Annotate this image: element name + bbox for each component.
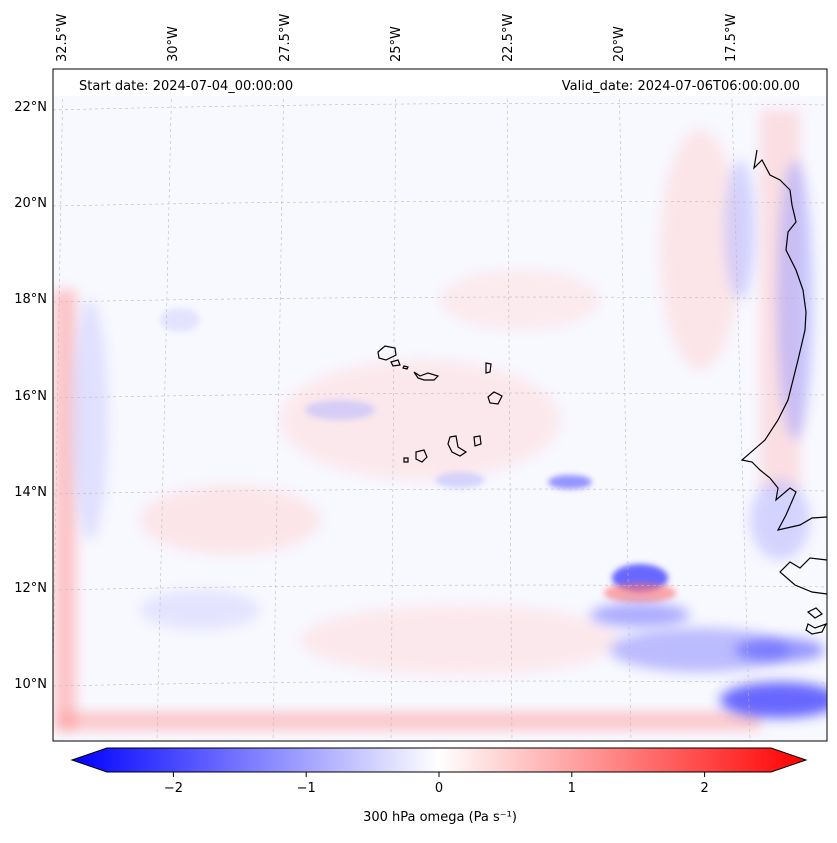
gridline-lat	[53, 584, 827, 591]
africa-coastline	[740, 149, 827, 531]
gridline-lon	[390, 69, 397, 741]
gridline-lon	[506, 69, 513, 741]
omega-positive-patch	[660, 130, 740, 370]
omega-positive-west-band	[54, 290, 76, 730]
latitude-labels: 22°N 20°N 18°N 16°N 14°N 12°N 10°N	[14, 100, 47, 692]
colorbar-tick-label: 2	[700, 781, 708, 796]
coastlines	[377, 149, 827, 635]
gridline-lon	[156, 69, 173, 741]
omega-positive-core	[604, 583, 676, 603]
gridline-lat	[53, 488, 827, 495]
gridline-lat	[53, 680, 827, 687]
gridline-lat	[53, 296, 827, 303]
gridline-lon	[730, 69, 751, 741]
start-date-label: Start date: 2024-07-04_00:00:00	[79, 79, 293, 94]
omega-negative-patch	[590, 603, 690, 627]
omega-negative-patch	[435, 472, 485, 488]
lat-label: 10°N	[14, 677, 47, 692]
map-gridlines	[53, 69, 827, 741]
lat-label: 14°N	[14, 485, 47, 500]
omega-negative-patch	[777, 160, 813, 440]
lon-label: 30°W	[166, 26, 181, 62]
omega-positive-south-band	[60, 712, 760, 730]
island-cluster-coast	[805, 607, 827, 635]
header-strip	[53, 69, 827, 96]
cabo-verde-santo-antao	[377, 345, 397, 361]
lat-label: 16°N	[14, 389, 47, 404]
lon-label: 25°W	[389, 26, 404, 62]
colorbar: −2 −1 0 1 2 300 hPa omega (Pa s⁻¹)	[70, 747, 808, 825]
gridline-lon	[618, 69, 632, 741]
gridline-lat	[53, 392, 827, 399]
colorbar-label: 300 hPa omega (Pa s⁻¹)	[363, 810, 517, 825]
omega-negative-patch	[548, 475, 592, 489]
valid-date-label: Valid_date: 2024-07-06T06:00:00.00	[562, 79, 800, 94]
cabo-verde-boa-vista	[487, 391, 503, 405]
lon-label: 22.5°W	[501, 14, 516, 62]
omega-negative-patch	[735, 638, 825, 662]
cabo-verde-santiago	[447, 435, 468, 457]
omega-negative-patch	[140, 590, 260, 630]
cabo-verde-sao-vicente	[390, 359, 401, 367]
longitude-labels: 32.5°W 30°W 27.5°W 25°W 22.5°W 20°W 17.5…	[55, 14, 739, 62]
cabo-verde-maio	[473, 435, 482, 447]
colorbar-tick-label: −2	[164, 781, 183, 796]
omega-negative-patch	[160, 308, 200, 332]
omega-positive-patch	[300, 605, 620, 675]
lat-label: 18°N	[14, 292, 47, 307]
omega-positive-patch	[440, 270, 600, 330]
cabo-verde-brava	[403, 457, 409, 463]
gridline-lat	[53, 103, 827, 111]
omega-negative-patch	[750, 480, 810, 560]
cabo-verde-sao-nicolau	[413, 371, 440, 381]
lon-label: 17.5°W	[724, 14, 739, 62]
cabo-verde-sal	[485, 362, 492, 374]
colorbar-tick-label: −1	[297, 781, 316, 796]
gridline-lon	[272, 69, 285, 741]
africa-coastline-south	[779, 557, 827, 595]
colorbar-tick-label: 1	[568, 781, 576, 796]
omega-negative-patch	[610, 628, 790, 672]
colorbar-tick-label: 0	[435, 781, 443, 796]
gridline-lon	[53, 69, 64, 699]
omega-positive-patch	[280, 360, 560, 480]
map-area	[53, 69, 827, 741]
lat-label: 20°N	[14, 196, 47, 211]
lon-label: 27.5°W	[278, 14, 293, 62]
cabo-verde-fogo	[415, 449, 428, 463]
lat-label: 12°N	[14, 581, 47, 596]
omega-negative-patch	[720, 682, 827, 718]
gridline-lat	[53, 200, 827, 207]
lon-label: 20°W	[612, 26, 627, 62]
omega-positive-patch	[140, 485, 320, 555]
omega-negative-patch	[72, 300, 108, 540]
lat-label: 22°N	[14, 100, 47, 115]
colorbar-bar	[70, 747, 808, 773]
colorbar-ticks: −2 −1 0 1 2	[164, 772, 709, 796]
cabo-verde-santa-luzia	[402, 365, 409, 370]
omega-negative-patch	[305, 400, 375, 420]
map-frame	[52, 68, 828, 742]
omega-negative-patch	[725, 160, 755, 300]
omega-field	[54, 110, 827, 730]
lon-label: 32.5°W	[55, 14, 70, 62]
